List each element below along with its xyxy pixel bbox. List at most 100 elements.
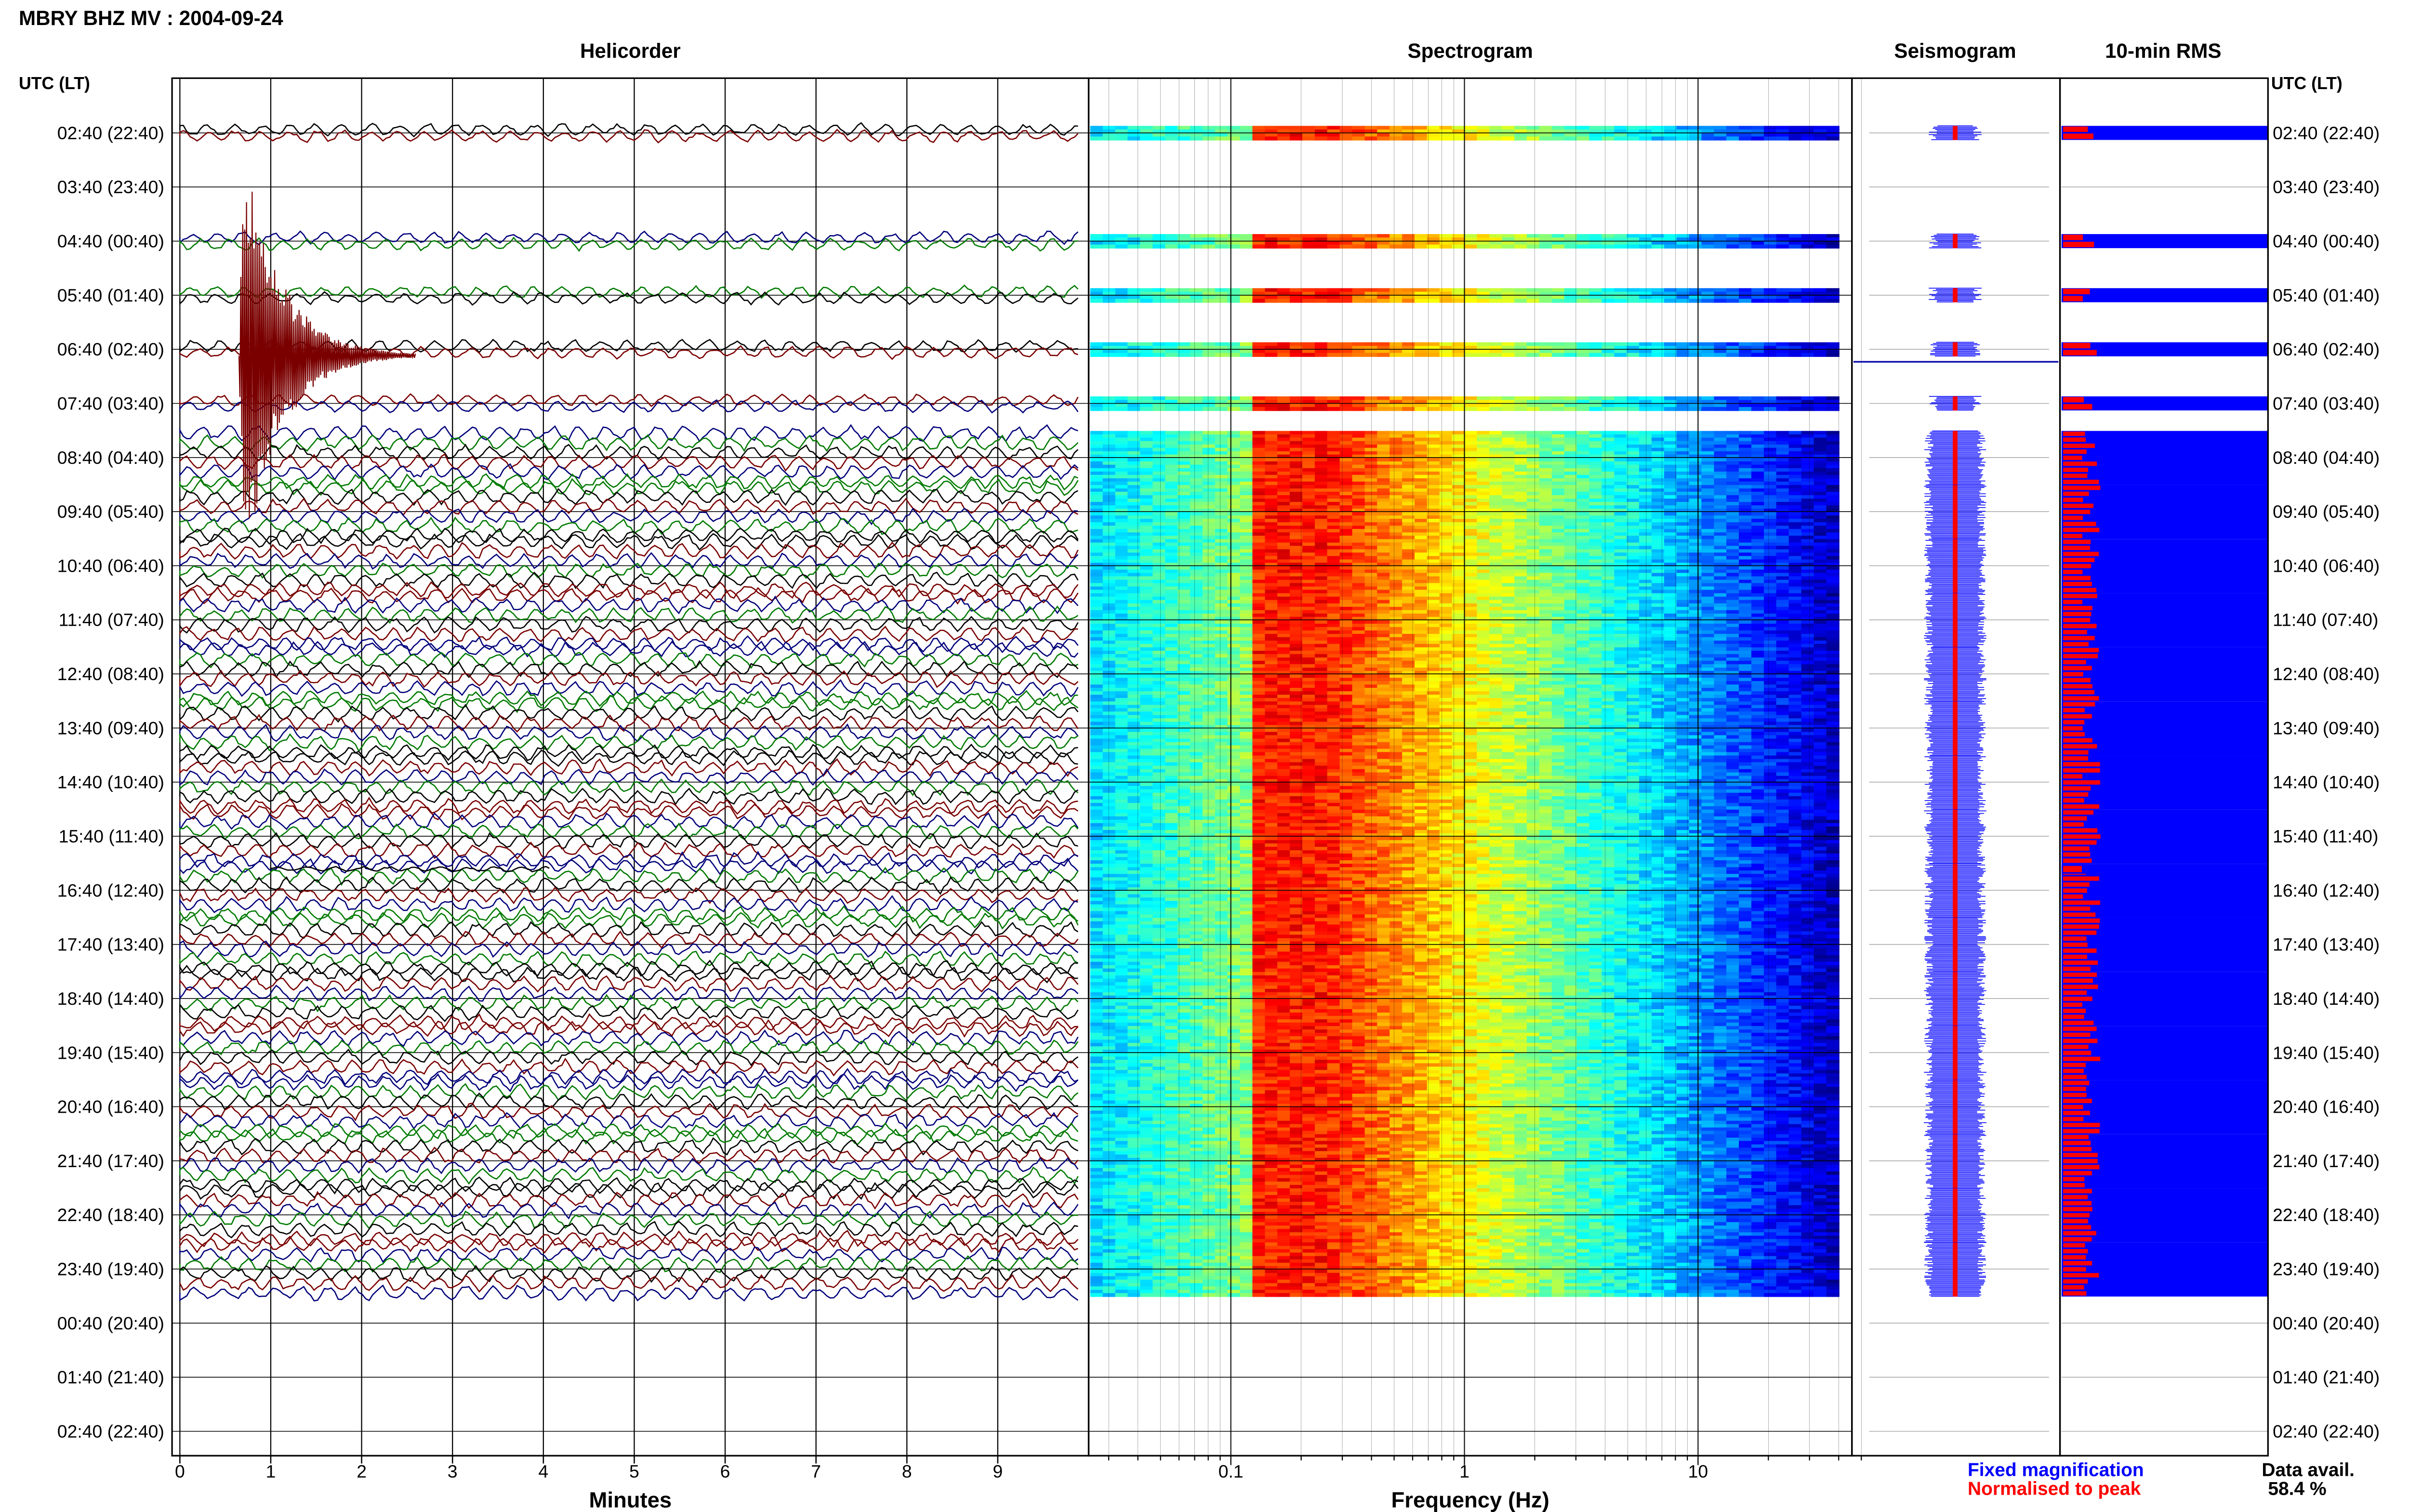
- spectrogram-cell: [1564, 346, 1578, 350]
- spectrogram-cell: [1626, 499, 1640, 503]
- spectrogram-cell: [1140, 234, 1153, 238]
- spectrogram-cell: [1277, 627, 1291, 631]
- spectrogram-cell: [1714, 437, 1727, 442]
- spectrogram-cell: [1390, 536, 1403, 540]
- spectrogram-cell: [1502, 499, 1515, 503]
- spectrogram-cell: [1739, 542, 1752, 547]
- spectrogram-cell: [1364, 623, 1378, 628]
- spectrogram-cell: [1502, 407, 1515, 411]
- spectrogram-cell: [1252, 244, 1266, 249]
- spectrogram-cell: [1502, 623, 1515, 628]
- spectrogram-cell: [1427, 613, 1440, 618]
- spectrogram-cell: [1576, 478, 1590, 482]
- spectrogram-cell: [1776, 441, 1789, 445]
- spectrogram-cell: [1252, 441, 1266, 445]
- spectrogram-cell: [1714, 431, 1727, 435]
- spectrogram-cell: [1589, 472, 1602, 476]
- spectrogram-cell: [1240, 478, 1253, 482]
- spectrogram-cell: [1152, 491, 1166, 496]
- spectrogram-cell: [1726, 579, 1740, 584]
- spectrogram-cell: [1102, 400, 1116, 404]
- spectrogram-cell: [1826, 593, 1840, 597]
- spectrogram-cell: [1090, 522, 1104, 526]
- spectrogram-cell: [1602, 400, 1615, 404]
- spectrogram-cell: [1602, 529, 1615, 533]
- spectrogram-cell: [1402, 633, 1416, 638]
- spectrogram-cell: [1090, 396, 1104, 401]
- spectrogram-cell: [1514, 403, 1528, 408]
- spectrogram-cell: [1664, 536, 1678, 540]
- spectrogram-cell: [1701, 623, 1715, 628]
- spectrogram-cell: [1514, 596, 1528, 601]
- spectrogram-cell: [1152, 136, 1166, 141]
- spectrogram-cell: [1415, 566, 1428, 570]
- spectrogram-cell: [1726, 474, 1740, 479]
- spectrogram-cell: [1377, 342, 1390, 346]
- spectrogram-cell: [1539, 583, 1553, 587]
- spectrogram-cell: [1177, 576, 1191, 580]
- spectrogram-cell: [1314, 400, 1328, 404]
- spectrogram-cell: [1813, 583, 1827, 587]
- spectrogram-cell: [1602, 556, 1615, 560]
- spectrogram-cell: [1364, 596, 1378, 601]
- spectrogram-cell: [1514, 291, 1528, 296]
- spectrogram-cell: [1364, 491, 1378, 496]
- spectrogram-cell: [1427, 546, 1440, 550]
- spectrogram-cell: [1489, 126, 1503, 130]
- spectrogram-cell: [1339, 495, 1353, 500]
- spectrogram-cell: [1826, 349, 1840, 354]
- spectrogram-cell: [1701, 441, 1715, 445]
- spectrogram-cell: [1739, 576, 1752, 580]
- spectrogram-cell: [1739, 593, 1752, 597]
- spectrogram-cell: [1240, 613, 1253, 618]
- spectrogram-cell: [1539, 451, 1553, 455]
- spectrogram-cell: [1676, 512, 1690, 516]
- spectrogram-cell: [1826, 519, 1840, 523]
- spectrogram-cell: [1776, 526, 1789, 530]
- spectrogram-cell: [1190, 637, 1204, 641]
- spectrogram-cell: [1415, 630, 1428, 634]
- spectrogram-cell: [1614, 468, 1628, 472]
- spectrogram-cell: [1614, 474, 1628, 479]
- spectrogram-cell: [1514, 556, 1528, 560]
- spectrogram-cell: [1165, 353, 1178, 357]
- spectrogram-cell: [1664, 434, 1678, 438]
- spectrogram-cell: [1215, 447, 1229, 452]
- spectrogram-cell: [1152, 505, 1166, 510]
- spectrogram-cell: [1589, 576, 1602, 580]
- spectrogram-cell: [1788, 546, 1802, 550]
- spectrogram-cell: [1415, 623, 1428, 628]
- spectrogram-cell: [1514, 472, 1528, 476]
- spectrogram-cell: [1614, 627, 1628, 631]
- spectrogram-cell: [1776, 349, 1789, 354]
- spectrogram-cell: [1364, 488, 1378, 493]
- spectrogram-cell: [1227, 458, 1241, 462]
- spectrogram-cell: [1776, 512, 1789, 516]
- spectrogram-cell: [1390, 542, 1403, 547]
- spectrogram-cell: [1177, 600, 1191, 604]
- spectrogram-cell: [1452, 485, 1465, 489]
- spectrogram-cell: [1739, 590, 1752, 594]
- spectrogram-cell: [1090, 499, 1104, 503]
- spectrogram-cell: [1215, 485, 1229, 489]
- spectrogram-cell: [1439, 502, 1453, 506]
- spectrogram-cell: [1290, 478, 1303, 482]
- spectrogram-cell: [1240, 481, 1253, 486]
- spectrogram-cell: [1589, 569, 1602, 574]
- spectrogram-cell: [1764, 237, 1777, 242]
- spectrogram-cell: [1539, 610, 1553, 614]
- spectrogram-cell: [1689, 291, 1702, 296]
- spectrogram-cell: [1551, 342, 1565, 346]
- spectrogram-cell: [1589, 633, 1602, 638]
- spectrogram-cell: [1714, 458, 1727, 462]
- spectrogram-cell: [1489, 485, 1503, 489]
- spectrogram-cell: [1502, 640, 1515, 644]
- spectrogram-cell: [1302, 491, 1316, 496]
- spectrogram-cell: [1165, 546, 1178, 550]
- spectrogram-cell: [1277, 444, 1291, 448]
- spectrogram-cell: [1102, 491, 1116, 496]
- spectrogram-cell: [1813, 603, 1827, 607]
- spectrogram-cell: [1140, 461, 1153, 465]
- spectrogram-cell: [1339, 451, 1353, 455]
- spectrogram-cell: [1415, 552, 1428, 557]
